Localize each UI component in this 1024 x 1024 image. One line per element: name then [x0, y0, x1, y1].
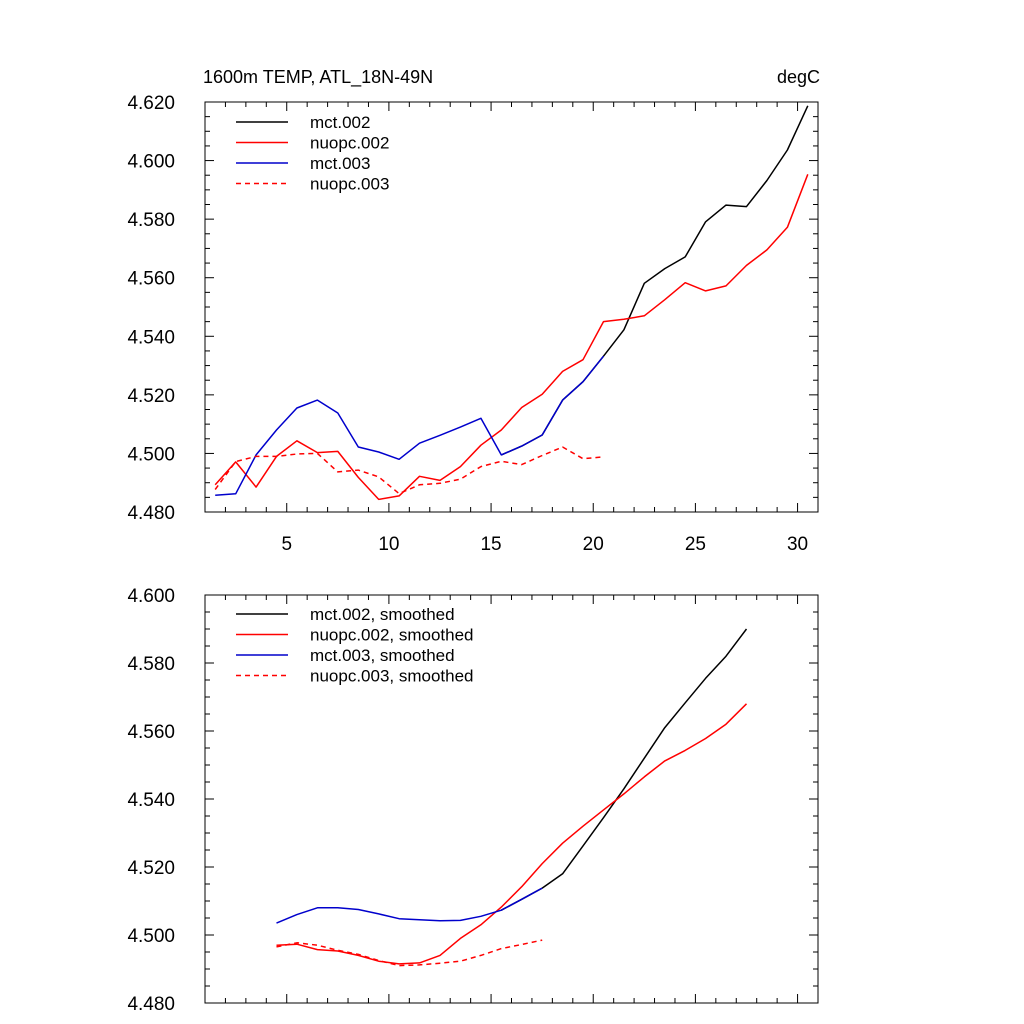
- y-tick-label: 4.540: [127, 790, 175, 811]
- x-tick-label: 10: [378, 534, 399, 555]
- x-tick-label: 30: [787, 534, 808, 555]
- legend-label-2: mct.003: [310, 154, 370, 173]
- units-label: degC: [777, 67, 820, 87]
- legend-label-0: mct.002: [310, 113, 370, 132]
- x-tick-label: 15: [480, 534, 501, 555]
- series-line-2: [215, 355, 605, 497]
- series-line-0: [501, 105, 809, 456]
- y-tick-label: 4.500: [127, 926, 175, 947]
- top-panel: 5 10 15 20 25 30 4.480 4.500 4.520 4.540 4.560 4.58…: [127, 93, 819, 555]
- chart-title: 1600m TEMP, ATL_18N-49N: [203, 67, 433, 88]
- y-tick-label: 4.480: [127, 994, 175, 1015]
- y-tick-label: 4.600: [127, 586, 175, 607]
- y-tick-label: 4.520: [127, 386, 175, 407]
- y-tick-label: 4.480: [127, 503, 175, 524]
- y-tick-label: 4.620: [127, 93, 175, 114]
- y-tick-label: 4.580: [127, 654, 175, 675]
- legend-label-3: nuopc.003, smoothed: [310, 667, 474, 686]
- legend-label-0: mct.002, smoothed: [310, 605, 455, 624]
- y-tick-label: 4.540: [127, 327, 175, 348]
- legend-label-3: nuopc.003: [310, 175, 389, 194]
- series-line-3: [214, 446, 604, 495]
- y-tick-label: 4.520: [127, 858, 175, 879]
- series-line-1: [214, 174, 809, 501]
- x-tick-label: 5: [281, 534, 292, 555]
- y-tick-label: 4.560: [127, 722, 175, 743]
- series-line-2: [276, 887, 543, 924]
- y-tick-label: 4.600: [127, 152, 175, 173]
- legend-label-1: nuopc.002: [310, 134, 389, 153]
- x-tick-label: 20: [583, 534, 604, 555]
- legend-label-2: mct.003, smoothed: [310, 646, 455, 665]
- y-tick-label: 4.580: [127, 210, 175, 231]
- x-tick-label: 25: [685, 534, 706, 555]
- series-line-3: [276, 939, 543, 967]
- series-line-1: [276, 703, 748, 965]
- legend-label-1: nuopc.002, smoothed: [310, 626, 474, 645]
- y-tick-label: 4.500: [127, 444, 175, 465]
- y-tick-label: 4.560: [127, 269, 175, 290]
- bottom-panel: 4.480 4.500 4.520 4.540 4.560 4.580 4.600 mct.0…: [127, 586, 819, 1015]
